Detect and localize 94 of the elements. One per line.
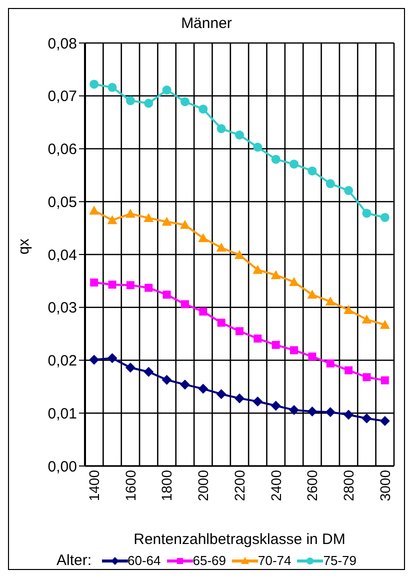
point xyxy=(126,96,135,106)
point xyxy=(180,97,190,106)
point xyxy=(217,318,226,327)
x-tick-label: 2600 xyxy=(304,470,320,502)
point xyxy=(307,406,318,417)
point xyxy=(271,154,280,164)
point xyxy=(234,393,244,404)
y-tick-label: 0,00 xyxy=(48,458,77,476)
point xyxy=(234,250,244,260)
point xyxy=(144,98,154,108)
point xyxy=(125,208,136,218)
point xyxy=(326,179,335,188)
y-tick-label: 0,07 xyxy=(48,88,77,106)
y-tick-label: 0,08 xyxy=(48,35,77,52)
point xyxy=(253,142,262,152)
point xyxy=(252,396,263,406)
point xyxy=(198,104,208,114)
point xyxy=(308,166,317,176)
point xyxy=(272,340,280,349)
point xyxy=(216,389,226,400)
point xyxy=(90,80,99,89)
x-tick-label: 2000 xyxy=(195,470,212,502)
point xyxy=(125,362,136,373)
point xyxy=(107,215,118,224)
y-tick-label: 0,05 xyxy=(48,194,77,211)
point xyxy=(180,300,189,308)
point xyxy=(270,400,281,411)
point xyxy=(89,354,100,365)
point xyxy=(362,413,372,424)
point xyxy=(89,206,100,215)
x-tick-label: 2200 xyxy=(231,470,248,502)
point xyxy=(344,410,354,420)
point xyxy=(236,327,244,336)
point xyxy=(144,366,154,377)
point xyxy=(380,212,390,222)
x-tick-label: 1400 xyxy=(86,470,102,502)
x-tick-label: 3000 xyxy=(376,470,393,502)
point xyxy=(144,213,154,222)
point xyxy=(270,270,281,280)
point xyxy=(144,284,153,292)
point xyxy=(199,308,208,316)
point xyxy=(162,290,171,299)
point xyxy=(307,290,318,299)
point xyxy=(344,305,354,314)
point xyxy=(344,366,353,374)
x-tick-label: 1600 xyxy=(122,470,138,502)
point xyxy=(162,86,172,95)
point xyxy=(90,278,98,287)
point xyxy=(380,320,390,329)
legend-title: Alter: xyxy=(56,552,92,569)
chart-title: Männer xyxy=(180,14,233,34)
legend-label: 75-79 xyxy=(323,553,356,568)
point xyxy=(325,296,336,306)
y-tick-label: 0,01 xyxy=(48,405,77,422)
legend-label: 65-69 xyxy=(192,553,226,568)
point xyxy=(308,352,316,361)
point xyxy=(162,374,172,385)
point xyxy=(254,334,262,343)
point xyxy=(290,160,299,169)
point xyxy=(126,281,134,290)
point xyxy=(380,416,390,426)
point xyxy=(290,346,298,354)
x-tick-label: 2800 xyxy=(340,470,356,502)
legend-label: 70-74 xyxy=(258,553,292,568)
point xyxy=(108,280,116,289)
point xyxy=(326,359,334,368)
y-tick-label: 0,03 xyxy=(48,300,77,317)
point xyxy=(344,186,354,196)
point xyxy=(289,276,300,286)
point xyxy=(380,376,389,384)
x-tick-label: 2400 xyxy=(268,470,284,502)
point xyxy=(252,264,263,274)
point xyxy=(216,242,226,252)
point xyxy=(180,220,190,229)
point xyxy=(107,353,118,364)
point xyxy=(362,208,372,218)
y-axis-title: qx xyxy=(15,238,32,254)
y-tick-label: 0,02 xyxy=(48,352,77,370)
point xyxy=(325,407,336,418)
point xyxy=(162,216,172,226)
point xyxy=(198,384,208,394)
x-axis-title: Rentenzahlbetragsklasse in DM xyxy=(134,531,346,548)
point xyxy=(362,314,372,324)
y-tick-label: 0,06 xyxy=(48,141,77,158)
legend-label: 60-64 xyxy=(128,553,161,568)
x-tick-label: 1800 xyxy=(158,470,175,502)
point xyxy=(216,124,226,134)
y-tick-label: 0,04 xyxy=(48,246,77,264)
point xyxy=(362,373,371,382)
point xyxy=(289,404,300,415)
point xyxy=(235,130,244,140)
point xyxy=(108,82,117,92)
point xyxy=(198,233,208,242)
point xyxy=(180,380,190,390)
